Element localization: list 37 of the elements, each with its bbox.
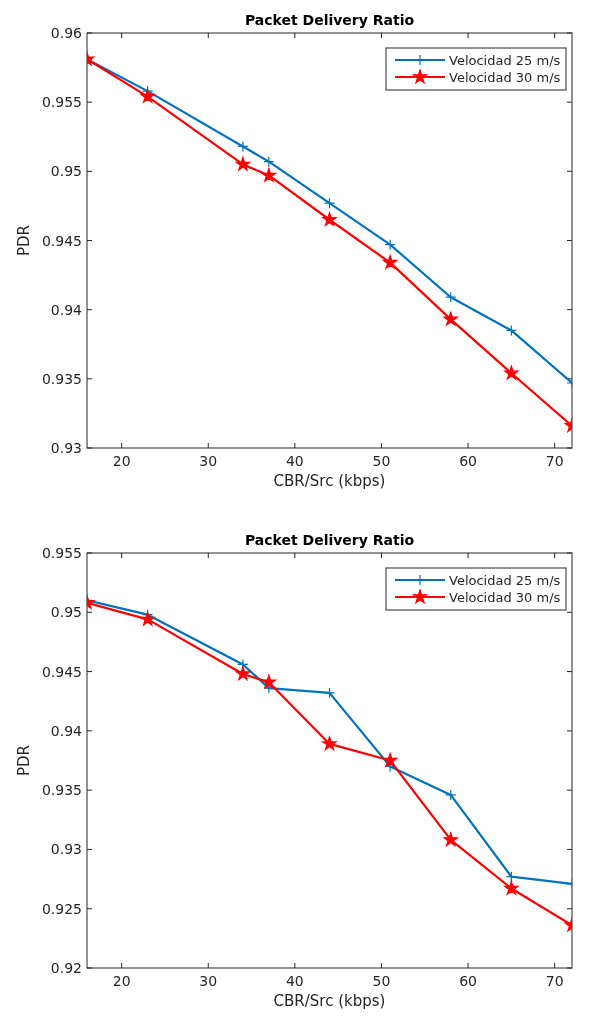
x-axis-title: CBR/Src (kbps) — [273, 472, 386, 490]
x-tick-label: 20 — [112, 973, 131, 989]
y-tick-label: 0.945 — [41, 232, 82, 249]
y-tick-label: 0.945 — [41, 663, 82, 680]
y-tick-label: 0.955 — [41, 94, 82, 111]
x-tick-label: 70 — [545, 453, 564, 469]
y-tick-label: 0.925 — [41, 900, 82, 917]
y-tick-label: 0.95 — [50, 163, 82, 180]
x-tick-label: 40 — [285, 453, 304, 469]
x-tick-label: 60 — [459, 453, 477, 469]
x-axis-title: CBR/Src (kbps) — [273, 992, 386, 1010]
x-tick-label: 50 — [372, 453, 391, 469]
y-tick-label: 0.93 — [50, 841, 82, 858]
y-tick-label: 0.92 — [50, 960, 82, 976]
y-tick-label: 0.95 — [50, 604, 82, 621]
legend-label: Velocidad 25 m/s — [449, 52, 561, 68]
legend-label: Velocidad 30 m/s — [449, 69, 561, 85]
x-tick-label: 50 — [372, 973, 391, 989]
y-axis-title: PDR — [15, 224, 33, 257]
x-tick-label: 40 — [285, 973, 304, 989]
y-tick-label: 0.96 — [50, 25, 83, 41]
x-tick-label: 30 — [199, 973, 218, 989]
legend-label: Velocidad 25 m/s — [449, 572, 561, 588]
y-tick-label: 0.93 — [50, 440, 82, 456]
x-tick-label: 70 — [545, 973, 564, 989]
x-tick-label: 60 — [459, 973, 477, 989]
x-tick-label: 30 — [199, 453, 218, 469]
chart-title: Packet Delivery Ratio — [244, 532, 415, 548]
y-tick-label: 0.935 — [41, 782, 82, 799]
y-axis-title: PDR — [15, 744, 33, 777]
y-tick-label: 0.94 — [50, 722, 83, 739]
y-tick-label: 0.955 — [41, 545, 82, 561]
x-tick-label: 20 — [112, 453, 131, 469]
y-tick-label: 0.94 — [50, 301, 83, 318]
y-tick-label: 0.935 — [41, 370, 82, 387]
chart-title: Packet Delivery Ratio — [244, 12, 415, 28]
legend-label: Velocidad 30 m/s — [449, 589, 561, 605]
